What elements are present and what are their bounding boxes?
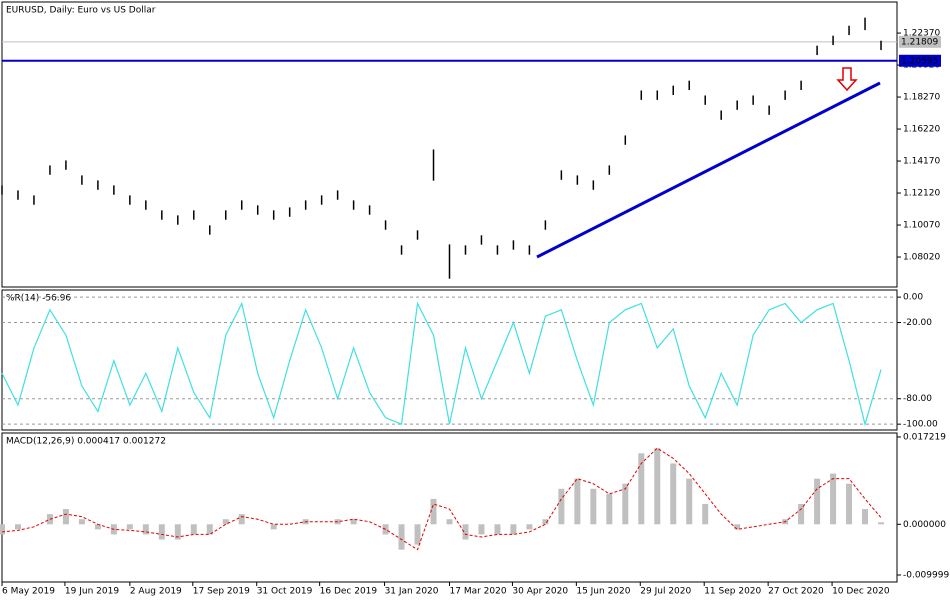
macd-bar (462, 524, 469, 540)
macd-bar (606, 493, 613, 525)
y-tick-label: 1.08020 (903, 253, 940, 263)
pane-title: %R(14) -56.96 (6, 294, 71, 304)
x-tick-label: 19 Jun 2019 (65, 587, 119, 597)
signal-line (1, 447, 882, 551)
y-tick-label: 1.22370 (903, 29, 940, 39)
macd-bar (622, 483, 629, 525)
x-tick-label: 2 Aug 2019 (130, 587, 182, 597)
level-tag (899, 54, 941, 67)
macd-bar (814, 478, 821, 525)
macd-bar (14, 524, 21, 530)
x-tick-label: 6 May 2019 (2, 587, 55, 597)
x-tick-label: 30 Apr 2020 (512, 587, 568, 597)
price-pane (1, 1, 898, 288)
macd-bar (94, 524, 101, 530)
x-tick-label: 31 Jan 2020 (385, 587, 439, 597)
macd-bar (686, 478, 693, 525)
y-tick-label: -80.00 (903, 394, 932, 404)
y-tick-label: 0.00 (903, 293, 923, 303)
wpr-line (1, 301, 882, 427)
macd-bar (878, 522, 885, 525)
macd-bar (574, 478, 581, 525)
x-tick-label: 10 Dec 2020 (832, 587, 890, 597)
macd-bar (526, 524, 533, 530)
level-tag (899, 35, 941, 48)
down-arrow (836, 67, 858, 92)
x-tick-label: 11 Sep 2020 (704, 587, 761, 597)
macd-bar (846, 483, 853, 525)
macd-bar (126, 524, 133, 530)
macd-bar (270, 524, 277, 530)
macd-bar (590, 488, 597, 525)
x-tick-label: 15 Jun 2020 (576, 587, 630, 597)
pane-title: MACD(12,26,9) 0.000417 0.001272 (6, 437, 166, 447)
macd-bar (558, 488, 565, 525)
y-tick-label: -100.00 (903, 420, 938, 430)
macd-bar (654, 448, 661, 525)
macd-bar (0, 524, 5, 535)
macd-bar (862, 509, 869, 525)
macd-bar (430, 498, 437, 525)
macd-bar (206, 524, 213, 535)
macd-bar (174, 524, 181, 540)
x-tick-label: 17 Mar 2020 (450, 587, 507, 597)
y-tick-label: 1.14170 (903, 157, 940, 167)
x-tick-label: 31 Oct 2019 (257, 587, 313, 597)
y-tick-label: -0.009999 (903, 571, 949, 581)
macd-bar (238, 514, 245, 525)
y-tick-label: 0.017219 (903, 432, 946, 442)
y-tick-label: 1.12120 (903, 189, 940, 199)
macd-bar (670, 463, 677, 525)
x-tick-label: 16 Dec 2019 (320, 587, 378, 597)
macd-bar (446, 519, 453, 525)
macd-bar (142, 524, 149, 535)
macd-bar (350, 519, 357, 525)
macd-bar (398, 524, 405, 550)
macd-bar (542, 519, 549, 525)
macd-bar (158, 524, 165, 540)
macd-bar (190, 524, 197, 535)
macd-pane (1, 432, 898, 583)
macd-bar (222, 519, 229, 525)
y-tick-label: 1.16220 (903, 125, 940, 135)
x-tick-label: 17 Sep 2019 (193, 587, 250, 597)
macd-bar (62, 509, 69, 525)
x-tick-label: 27 Oct 2020 (768, 587, 824, 597)
x-tick-label: 29 Jul 2020 (640, 587, 691, 597)
y-tick-label: -20.00 (903, 318, 932, 328)
macd-bar (478, 524, 485, 535)
macd-bar (414, 524, 421, 545)
y-tick-label: 1.18270 (903, 93, 940, 103)
macd-bar (494, 524, 501, 535)
level-label: 1.20595 (901, 56, 938, 66)
macd-bar (830, 473, 837, 525)
macd-bar (78, 519, 85, 525)
pane-title: EURUSD, Daily: Euro vs US Dollar (6, 6, 156, 16)
macd-bar (702, 504, 709, 525)
macd-bar (734, 524, 741, 530)
macd-bar (798, 504, 805, 525)
level-label: 1.21809 (901, 37, 938, 47)
wpr-pane (1, 289, 898, 431)
macd-bar (638, 453, 645, 525)
trend-line (536, 81, 881, 259)
y-tick-label: 1.10070 (903, 221, 940, 231)
y-tick-label: 0.000000 (903, 520, 946, 530)
macd-bar (510, 524, 517, 535)
